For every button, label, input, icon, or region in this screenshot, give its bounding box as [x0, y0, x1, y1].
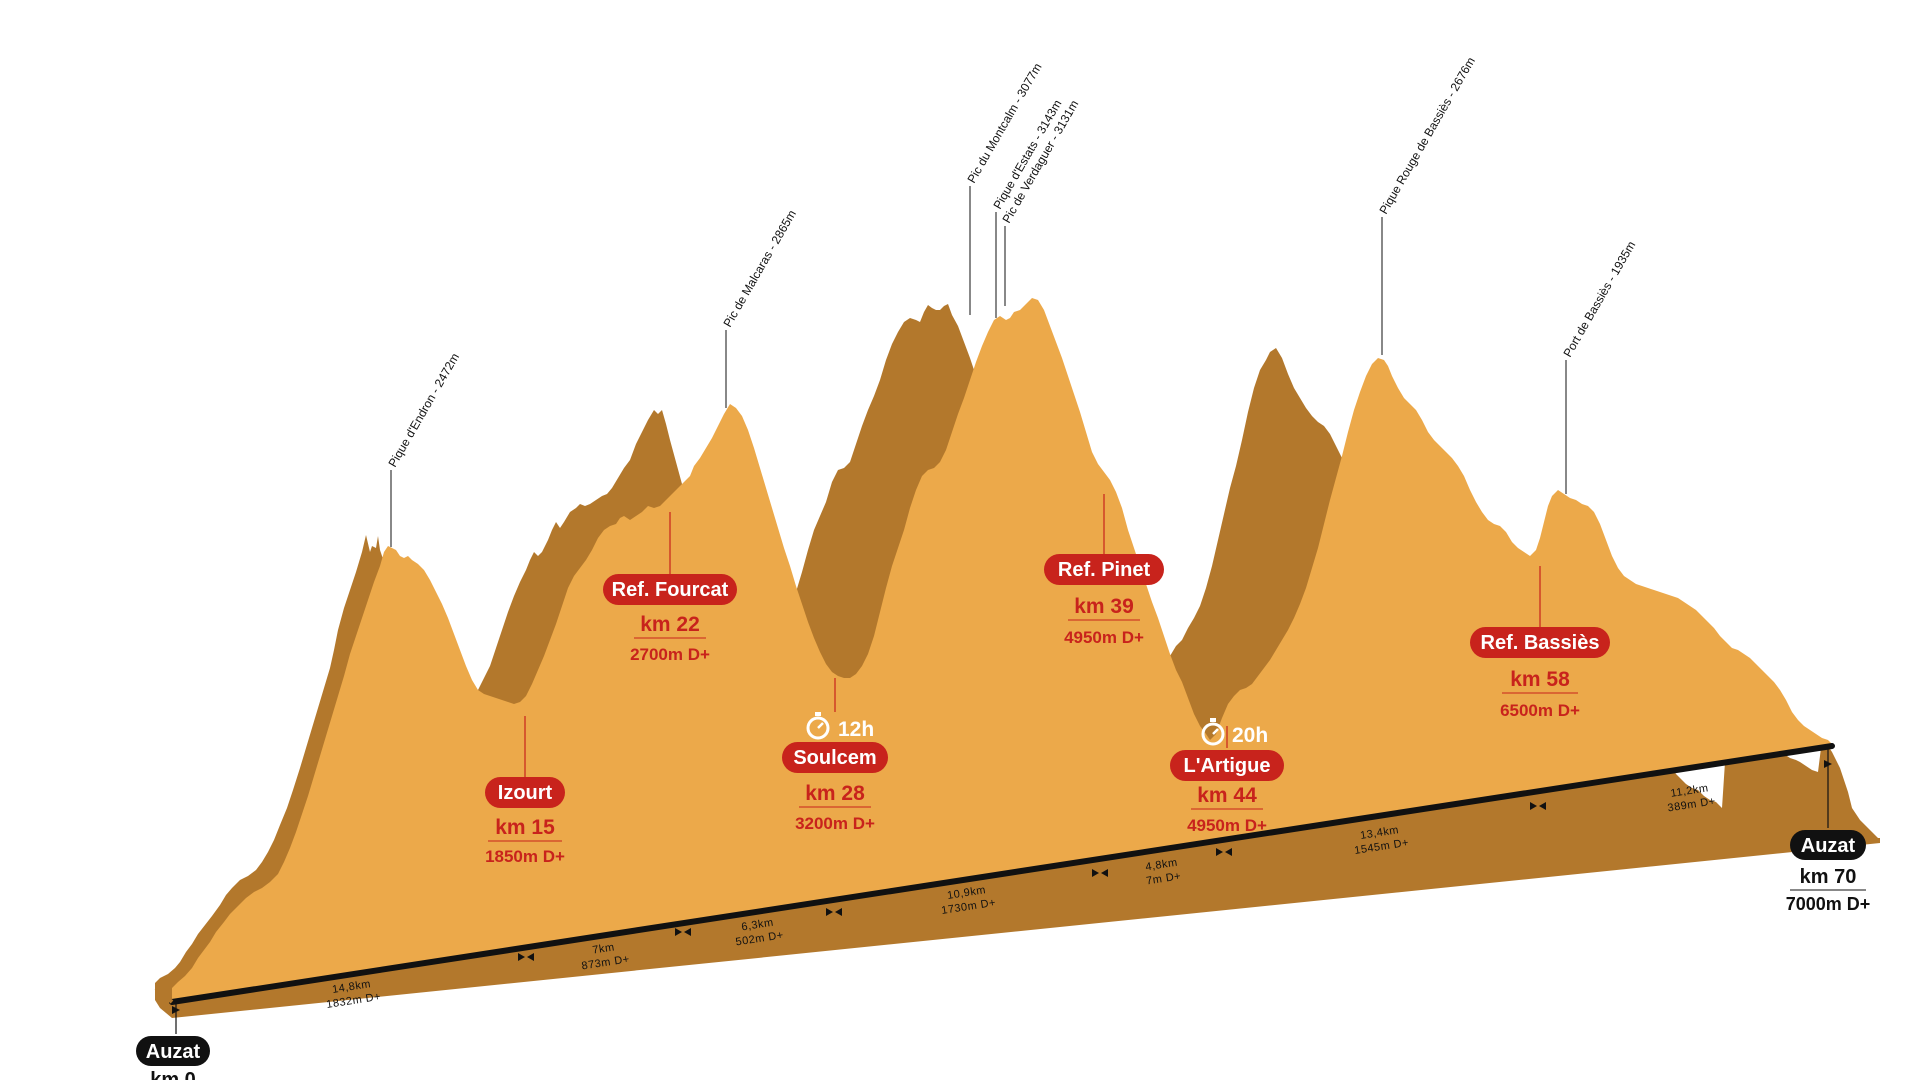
checkpoint-elevation: 2700m D+ [630, 645, 710, 664]
peak-label: Pique Rouge de Bassiès - 2676m [1376, 55, 1478, 355]
peak-name: Pique Rouge de Bassiès - 2676m [1376, 55, 1478, 217]
peak-name: Pique d'Endron - 2472m [385, 351, 462, 470]
start-name: Auzat [146, 1041, 201, 1063]
checkpoint-km: km 28 [805, 782, 865, 805]
checkpoint-ref-fourcat: Ref. Fourcat km 22 2700m D+ [603, 512, 737, 664]
timer-text: 12h [838, 718, 874, 741]
segment-distance: 4,8km [1145, 857, 1179, 874]
peak-label: Pique d'Endron - 2472m [385, 351, 462, 547]
checkpoint-lartigue: 20h L'Artigue km 44 4950m D+ [1170, 718, 1284, 835]
segment-distance: 13,4km [1359, 824, 1399, 842]
checkpoint-ref-bassies: Ref. Bassiès km 58 6500m D+ [1470, 566, 1610, 720]
segment-break-icon [826, 908, 842, 916]
start-arrow-icon [172, 1006, 180, 1014]
finish-km: km 70 [1800, 866, 1857, 888]
finish-name: Auzat [1801, 835, 1856, 857]
baseline-back [154, 986, 174, 1004]
checkpoint-ref-pinet: Ref. Pinet km 39 4950m D+ [1044, 494, 1164, 647]
segment-break-icon [1216, 848, 1232, 856]
checkpoint-badge [1470, 627, 1610, 658]
timer-icon [806, 712, 830, 740]
peak-label: Port de Bassiès - 1935m [1560, 239, 1638, 494]
segment-distance: 7km [592, 941, 616, 956]
checkpoint-badge [485, 777, 565, 808]
checkpoint-elevation: 6500m D+ [1500, 701, 1580, 720]
checkpoint-elevation: 3200m D+ [795, 814, 875, 833]
peak-name: Pic de Malcaras - 2865m [720, 208, 798, 330]
checkpoint-name: Ref. Bassiès [1481, 632, 1600, 654]
segment-distance: 11,2km [1670, 782, 1710, 800]
start-km: km 0 [150, 1069, 196, 1080]
segment-gain: 7m D+ [1145, 870, 1182, 887]
checkpoint-badge [1044, 554, 1164, 585]
checkpoint-km: km 22 [640, 613, 700, 636]
checkpoint-name: L'Artigue [1184, 755, 1271, 777]
timer-icon [1201, 718, 1225, 746]
segment-distance: 6,3km [741, 917, 775, 934]
segment-break-icon [1092, 869, 1108, 877]
checkpoint-badge [1170, 750, 1284, 781]
terrain [155, 298, 1880, 1018]
peak-name: Port de Bassiès - 1935m [1560, 239, 1638, 360]
segment-distance: 14,8km [331, 978, 371, 996]
start-badge [136, 1036, 210, 1066]
baseline [169, 743, 1835, 1005]
checkpoint-elevation: 4950m D+ [1064, 628, 1144, 647]
checkpoint-badge [782, 742, 888, 773]
peak-label: Pic de Malcaras - 2865m [720, 208, 799, 408]
segment-label: 4,8km 7m D+ [1145, 857, 1182, 888]
checkpoint-km: km 44 [1197, 784, 1257, 807]
segment-breaks [518, 802, 1546, 961]
finish-badge [1790, 830, 1866, 860]
finish-marker: Auzat km 70 7000m D+ [1786, 748, 1871, 914]
checkpoint-izourt: Izourt km 15 1850m D+ [485, 716, 565, 866]
checkpoint-name: Izourt [498, 782, 553, 804]
checkpoint-badge [603, 574, 737, 605]
checkpoint-km: km 39 [1074, 595, 1134, 618]
start-marker: Auzat km 0 [136, 1004, 210, 1080]
segment-break-icon [1530, 802, 1546, 810]
checkpoint-name: Soulcem [793, 747, 876, 769]
checkpoint-name: Ref. Pinet [1058, 559, 1151, 581]
checkpoint-elevation: 4950m D+ [1187, 816, 1267, 835]
segment-break-icon [675, 928, 691, 936]
checkpoint-km: km 58 [1510, 668, 1570, 691]
segment-break-icon [518, 953, 534, 961]
checkpoint-km: km 15 [495, 816, 555, 839]
finish-elevation: 7000m D+ [1786, 894, 1871, 914]
timer-text: 20h [1232, 724, 1268, 747]
segment-distance: 10,9km [946, 884, 986, 902]
checkpoint-soulcem: 12h Soulcem km 28 3200m D+ [782, 678, 888, 833]
checkpoint-name: Ref. Fourcat [612, 579, 729, 601]
terrain-face [172, 298, 1832, 1002]
finish-arrow-icon [1824, 760, 1832, 768]
checkpoint-elevation: 1850m D+ [485, 847, 565, 866]
